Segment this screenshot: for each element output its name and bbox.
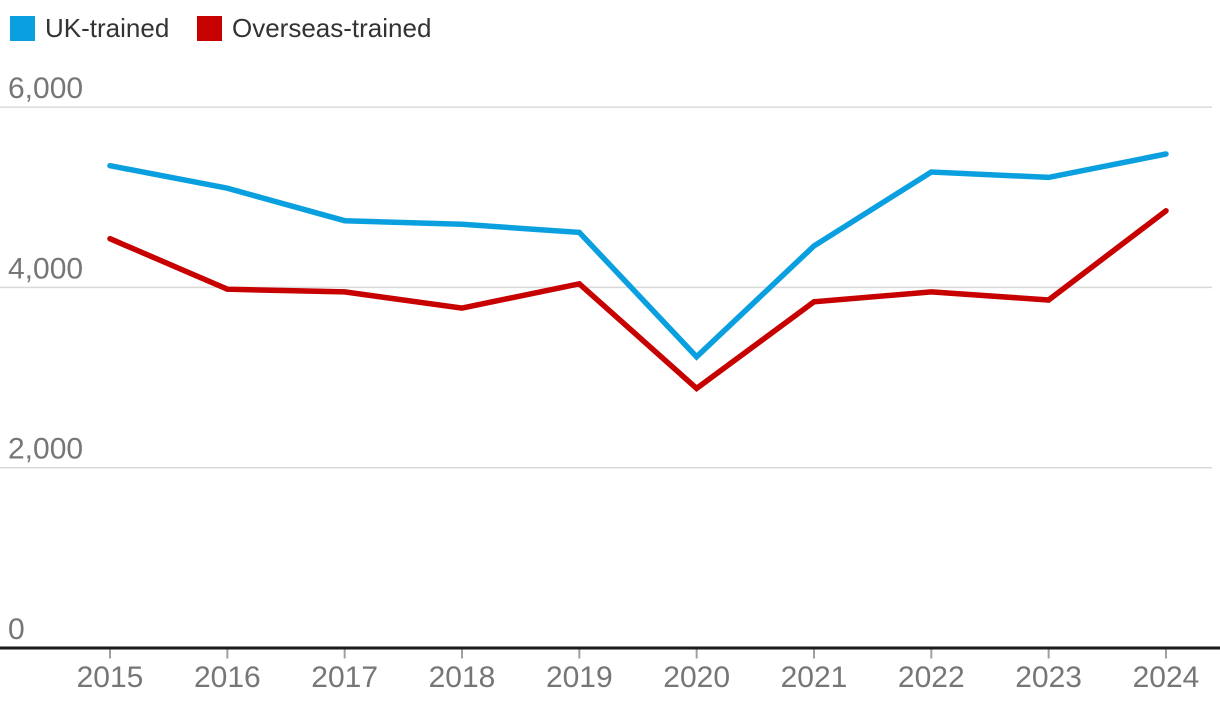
x-tick-label: 2022: [898, 661, 965, 694]
legend: UK-trained Overseas-trained: [0, 0, 1220, 56]
legend-item-uk-trained: UK-trained: [10, 15, 169, 41]
x-tick-label: 2024: [1133, 661, 1200, 694]
x-tick-label: 2019: [546, 661, 613, 694]
x-tick-label: 2023: [1015, 661, 1082, 694]
legend-label-uk-trained: UK-trained: [45, 13, 170, 43]
y-tick-label: 0: [8, 613, 25, 646]
x-tick-label: 2020: [663, 661, 730, 694]
x-tick-label: 2016: [194, 661, 261, 694]
series-lines: [107, 151, 1169, 392]
y-axis-labels: 0 2,000 4,000 6,000: [8, 72, 83, 646]
x-axis: 2015 2016 2017 2018 2019 2020 2021 2022 2023 2024: [77, 649, 1200, 694]
legend-label-overseas-trained: Overseas-trained: [232, 13, 432, 43]
y-tick-label: 6,000: [8, 72, 83, 105]
legend-item-overseas-trained: Overseas-trained: [197, 15, 431, 41]
series-line-uk-trained: [107, 151, 1169, 361]
y-tick-label: 4,000: [8, 252, 83, 285]
overseas-trained-swatch-icon: [197, 15, 222, 41]
x-tick-label: 2015: [77, 661, 144, 694]
uk-trained-swatch-icon: [10, 15, 35, 41]
gridlines: [0, 106, 1220, 650]
series-line-overseas-trained: [107, 208, 1169, 392]
x-tick-label: 2021: [781, 661, 848, 694]
x-tick-label: 2017: [311, 661, 378, 694]
y-tick-label: 2,000: [8, 433, 83, 466]
x-tick-label: 2018: [429, 661, 496, 694]
